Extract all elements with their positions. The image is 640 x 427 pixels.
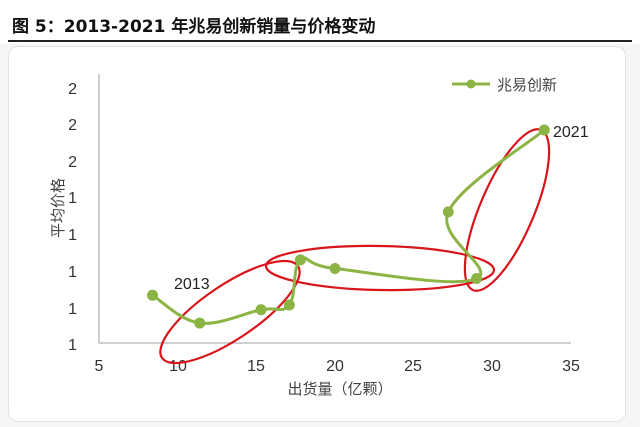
chart-panel xyxy=(8,46,626,422)
legend-label: 兆易创新 xyxy=(497,76,557,94)
y-tick-label: 1 xyxy=(68,264,77,281)
legend: 兆易创新 xyxy=(452,76,557,94)
series-layer xyxy=(146,124,550,329)
chart-title: 图 5：2013-2021 年兆易创新销量与价格变动 xyxy=(12,17,376,37)
title-divider xyxy=(8,40,632,42)
x-tick-label: 5 xyxy=(95,358,104,375)
y-axis-title: 平均价格 xyxy=(49,178,67,238)
data-point xyxy=(471,272,483,284)
x-tick-label: 35 xyxy=(562,358,580,375)
data-point xyxy=(283,299,295,311)
data-point xyxy=(442,206,454,218)
y-tick-label: 1 xyxy=(68,227,77,244)
x-axis-title: 出货量（亿颗） xyxy=(287,380,392,398)
y-tick-label: 2 xyxy=(68,154,77,171)
x-tick-label: 15 xyxy=(247,358,265,375)
data-point xyxy=(255,304,267,316)
data-point xyxy=(194,317,206,329)
data-point xyxy=(294,254,306,266)
x-tick-label: 10 xyxy=(169,358,187,375)
highlight-ellipse xyxy=(264,244,496,292)
x-tick-label: 20 xyxy=(326,358,344,375)
data-point xyxy=(146,289,158,301)
y-tick-label: 2 xyxy=(68,81,77,98)
y-tick-label: 2 xyxy=(68,117,77,134)
x-tick-labels: 5 10 15 20 25 30 35 xyxy=(95,358,580,375)
legend-marker xyxy=(466,79,476,89)
x-tick-label: 30 xyxy=(483,358,501,375)
data-point xyxy=(538,124,550,136)
title-bar: 图 5：2013-2021 年兆易创新销量与价格变动 xyxy=(0,0,640,44)
data-point xyxy=(329,263,341,275)
annotation-2021: 2021 xyxy=(553,124,589,141)
y-tick-label: 1 xyxy=(68,190,77,207)
highlight-ellipse xyxy=(463,128,551,292)
y-tick-labels: 1 1 1 1 1 2 2 2 xyxy=(68,81,77,354)
y-tick-label: 1 xyxy=(68,301,77,318)
y-tick-label: 1 xyxy=(68,337,77,354)
annotation-2013: 2013 xyxy=(174,276,210,293)
series-line xyxy=(151,128,546,325)
x-tick-label: 25 xyxy=(404,358,422,375)
